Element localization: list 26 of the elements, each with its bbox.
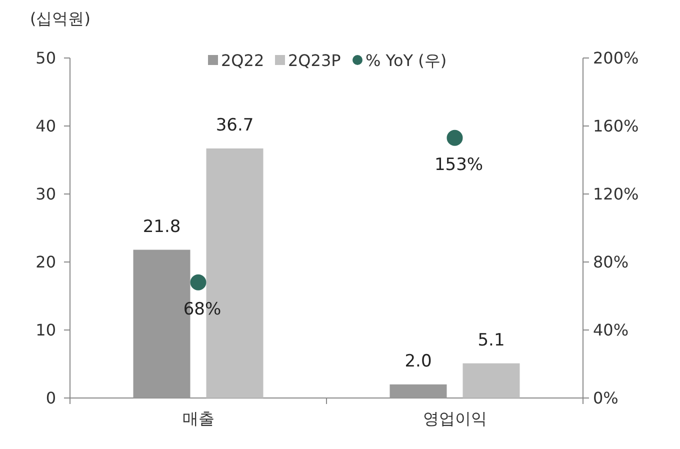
data-label: 153%: [434, 154, 484, 175]
y2-tick-label: 40%: [593, 320, 629, 340]
y-tick-label: 40: [36, 116, 56, 136]
y-tick-label: 50: [36, 48, 56, 68]
data-label: 36.7: [216, 115, 254, 136]
y-tick-label: 20: [36, 252, 56, 272]
y2-tick-label: 80%: [593, 252, 629, 272]
data-label: 2.0: [404, 351, 432, 372]
y-tick-label: 10: [36, 320, 56, 340]
y-axis-title: (십억원): [30, 9, 90, 28]
data-label: 5.1: [478, 330, 505, 350]
data-label: 68%: [183, 299, 222, 320]
y-tick-label: 30: [36, 184, 56, 204]
y2-tick-label: 0%: [593, 388, 618, 408]
y2-tick-label: 120%: [593, 184, 639, 204]
bar: [390, 384, 447, 398]
data-label: 21.8: [142, 216, 181, 237]
legend-label: 2Q22: [221, 51, 264, 70]
y-tick-label: 0: [46, 388, 56, 408]
y2-tick-label: 200%: [593, 48, 639, 68]
legend-label: % YoY (우): [366, 51, 447, 70]
bar: [462, 363, 520, 398]
legend-label: 2Q23P: [288, 51, 342, 70]
y2-tick-label: 160%: [593, 116, 639, 136]
x-tick-label: 영업이익: [422, 409, 487, 428]
x-tick-label: 매출: [182, 409, 214, 428]
